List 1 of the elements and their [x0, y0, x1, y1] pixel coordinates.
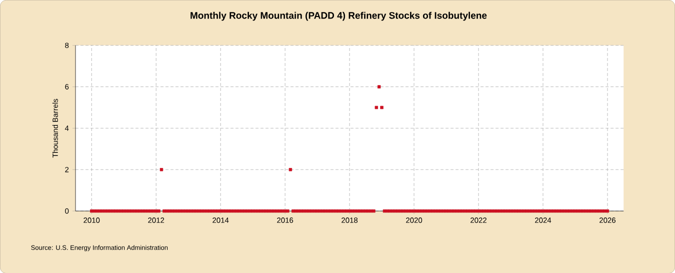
chart-title: Monthly Rocky Mountain (PADD 4) Refinery Stocks of Isobutylene	[190, 12, 487, 20]
